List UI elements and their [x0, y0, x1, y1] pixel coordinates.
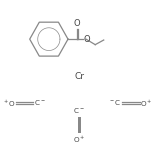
Text: O: O — [83, 35, 90, 44]
Text: O: O — [74, 19, 80, 28]
Text: $^-$C: $^-$C — [108, 98, 121, 107]
Text: Cr: Cr — [74, 72, 84, 81]
Text: O$^+$: O$^+$ — [140, 99, 153, 109]
Text: C$^-$: C$^-$ — [73, 106, 85, 115]
Text: $^+$O: $^+$O — [2, 99, 16, 109]
Text: C$^-$: C$^-$ — [34, 98, 46, 107]
Text: O$^+$: O$^+$ — [73, 135, 86, 145]
